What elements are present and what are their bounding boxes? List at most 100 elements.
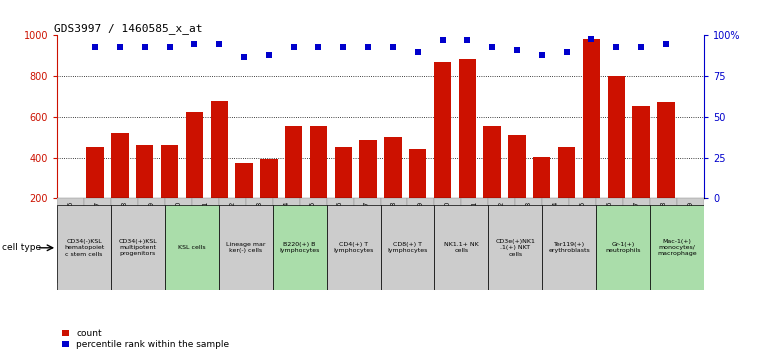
Point bbox=[486, 44, 498, 50]
Point bbox=[263, 52, 275, 58]
Text: Ter119(+)
erythroblasts: Ter119(+) erythroblasts bbox=[548, 242, 590, 253]
Bar bbox=[326, 198, 354, 283]
Bar bbox=[136, 145, 154, 239]
Bar bbox=[57, 205, 111, 290]
Bar bbox=[384, 137, 402, 239]
Bar bbox=[246, 198, 272, 283]
Bar bbox=[138, 198, 165, 283]
Bar bbox=[219, 205, 272, 290]
Legend: count, percentile rank within the sample: count, percentile rank within the sample bbox=[62, 329, 229, 349]
Bar bbox=[310, 126, 327, 239]
Bar bbox=[111, 133, 129, 239]
Bar bbox=[300, 198, 326, 283]
Text: GSM686639: GSM686639 bbox=[148, 201, 154, 241]
Text: GSM686648: GSM686648 bbox=[391, 201, 397, 241]
Bar bbox=[407, 198, 435, 283]
Bar bbox=[111, 205, 165, 290]
Point bbox=[164, 44, 176, 50]
Bar bbox=[111, 198, 138, 283]
Bar bbox=[335, 147, 352, 239]
Point bbox=[188, 41, 200, 46]
Point bbox=[89, 44, 101, 50]
Text: GSM686642: GSM686642 bbox=[229, 201, 235, 241]
Point bbox=[114, 44, 126, 50]
Bar bbox=[272, 198, 300, 283]
Text: GSM686655: GSM686655 bbox=[580, 201, 586, 241]
Bar bbox=[409, 149, 426, 239]
Bar bbox=[87, 147, 103, 239]
Point bbox=[585, 36, 597, 41]
Text: B220(+) B
lymphocytes: B220(+) B lymphocytes bbox=[279, 242, 320, 253]
Text: GSM686644: GSM686644 bbox=[283, 201, 289, 241]
Bar bbox=[558, 147, 575, 239]
Bar bbox=[272, 205, 326, 290]
Point bbox=[213, 41, 225, 46]
Text: GSM686654: GSM686654 bbox=[552, 201, 559, 241]
Bar bbox=[461, 198, 489, 283]
Point bbox=[461, 38, 473, 43]
Text: GSM686645: GSM686645 bbox=[310, 201, 316, 241]
Bar bbox=[161, 145, 178, 239]
Bar bbox=[219, 198, 246, 283]
Text: GSM686640: GSM686640 bbox=[175, 201, 181, 241]
Point bbox=[536, 52, 548, 58]
Text: GSM686641: GSM686641 bbox=[202, 201, 209, 241]
Text: cell type: cell type bbox=[2, 243, 40, 252]
Point bbox=[610, 44, 622, 50]
Text: GSM686650: GSM686650 bbox=[445, 201, 451, 241]
Bar bbox=[186, 112, 203, 239]
Text: GSM686643: GSM686643 bbox=[256, 201, 263, 241]
Text: GSM686636: GSM686636 bbox=[68, 201, 74, 241]
Bar bbox=[596, 198, 623, 283]
Bar bbox=[596, 205, 650, 290]
Bar bbox=[435, 198, 461, 283]
Text: Lineage mar
ker(-) cells: Lineage mar ker(-) cells bbox=[226, 242, 266, 253]
Bar bbox=[380, 205, 435, 290]
Text: GSM686651: GSM686651 bbox=[472, 201, 478, 241]
Bar bbox=[57, 198, 84, 283]
Bar bbox=[435, 205, 489, 290]
Text: CD3e(+)NK1
.1(+) NKT
cells: CD3e(+)NK1 .1(+) NKT cells bbox=[495, 239, 535, 257]
Bar bbox=[489, 205, 542, 290]
Bar bbox=[569, 198, 596, 283]
Point bbox=[139, 44, 151, 50]
Text: CD34(+)KSL
multipotent
progenitors: CD34(+)KSL multipotent progenitors bbox=[119, 239, 158, 257]
Bar bbox=[211, 101, 228, 239]
Text: CD34(-)KSL
hematopoiet
c stem cells: CD34(-)KSL hematopoiet c stem cells bbox=[64, 239, 104, 257]
Bar bbox=[285, 126, 302, 239]
Bar bbox=[650, 198, 677, 283]
Bar bbox=[192, 198, 219, 283]
Bar bbox=[650, 205, 704, 290]
Text: GSM686647: GSM686647 bbox=[364, 201, 370, 241]
Bar bbox=[359, 140, 377, 239]
Point bbox=[362, 44, 374, 50]
Text: GSM686652: GSM686652 bbox=[498, 201, 505, 241]
Bar bbox=[165, 205, 219, 290]
Text: GSM686637: GSM686637 bbox=[94, 201, 100, 241]
Text: GSM686653: GSM686653 bbox=[526, 201, 532, 241]
Bar bbox=[354, 198, 380, 283]
Bar bbox=[235, 162, 253, 239]
Bar bbox=[489, 198, 515, 283]
Text: GSM686638: GSM686638 bbox=[122, 201, 127, 241]
Bar bbox=[434, 62, 451, 239]
Bar bbox=[677, 198, 704, 283]
Bar bbox=[632, 105, 650, 239]
Bar bbox=[508, 135, 526, 239]
Bar bbox=[326, 205, 380, 290]
Text: KSL cells: KSL cells bbox=[178, 245, 205, 250]
Bar bbox=[658, 102, 674, 239]
Text: GSM686649: GSM686649 bbox=[418, 201, 424, 241]
Bar bbox=[515, 198, 543, 283]
Text: GSM686656: GSM686656 bbox=[607, 201, 613, 241]
Point bbox=[511, 47, 523, 53]
Bar bbox=[533, 156, 550, 239]
Text: CD8(+) T
lymphocytes: CD8(+) T lymphocytes bbox=[387, 242, 428, 253]
Point bbox=[437, 38, 449, 43]
Point bbox=[238, 54, 250, 59]
Text: GDS3997 / 1460585_x_at: GDS3997 / 1460585_x_at bbox=[54, 23, 202, 34]
Bar bbox=[543, 198, 569, 283]
Bar bbox=[607, 76, 625, 239]
Point bbox=[412, 49, 424, 55]
Bar bbox=[483, 126, 501, 239]
